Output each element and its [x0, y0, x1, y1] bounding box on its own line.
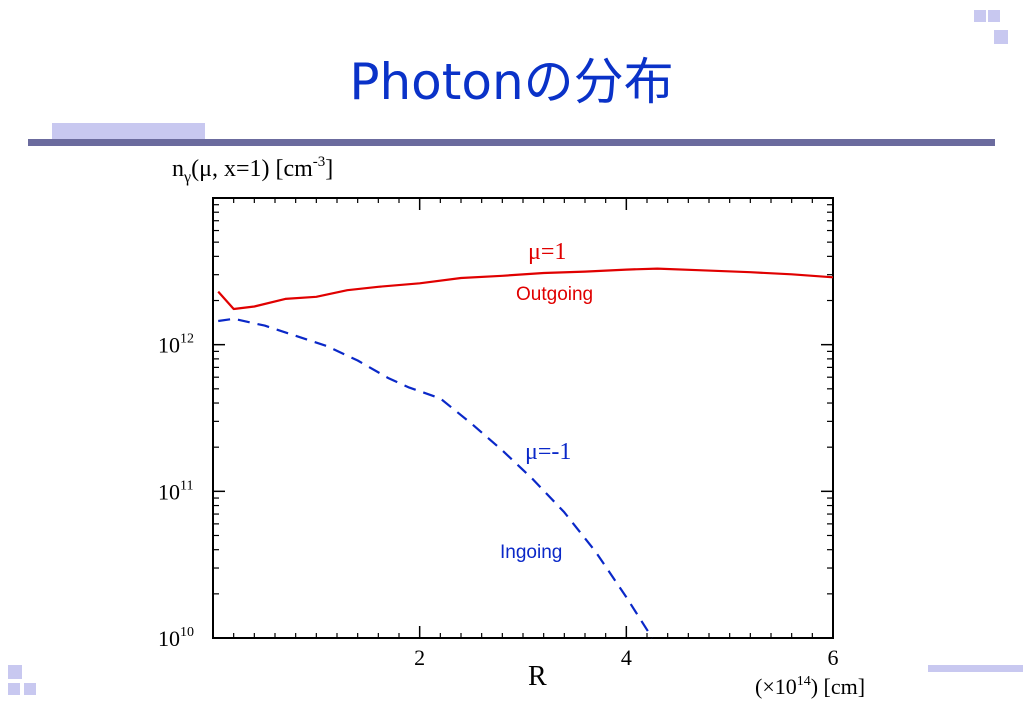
accent-bar-light [52, 123, 205, 139]
x-axis-label: R [528, 661, 547, 692]
x-axis-unit: (×1014) [cm] [755, 674, 865, 699]
accent-bar-bottom [928, 665, 1023, 672]
x-tick-label: 4 [621, 645, 632, 670]
accent-rule [28, 139, 995, 146]
series-line-ingoing [218, 317, 654, 639]
outgoing-text-label: Outgoing [516, 284, 593, 305]
x-tick-label: 6 [828, 645, 839, 670]
minor-ticks [213, 198, 833, 638]
plot-frame [212, 197, 834, 639]
y-axis-label: nγ(μ, x=1) [cm-3] [172, 154, 333, 186]
y-tick-label: 1010 [158, 625, 194, 651]
slide-title: Photonの分布 [349, 53, 674, 111]
series-line-outgoing [217, 267, 834, 311]
y-tick-label: 1012 [158, 332, 194, 358]
corner-squares-icon [974, 10, 1012, 48]
ingoing-text-label: Ingoing [500, 542, 562, 563]
x-tick-labels: 2 4 6 [414, 645, 838, 670]
corner-squares-icon [8, 665, 48, 705]
major-ticks [213, 198, 834, 639]
series-layer [217, 267, 834, 639]
ingoing-mu-label: μ=-1 [525, 439, 571, 465]
y-tick-labels: 1010 1011 1012 [158, 332, 194, 651]
outgoing-mu-label: μ=1 [528, 239, 566, 265]
x-tick-label: 2 [414, 645, 425, 670]
y-tick-label: 1011 [158, 478, 193, 504]
